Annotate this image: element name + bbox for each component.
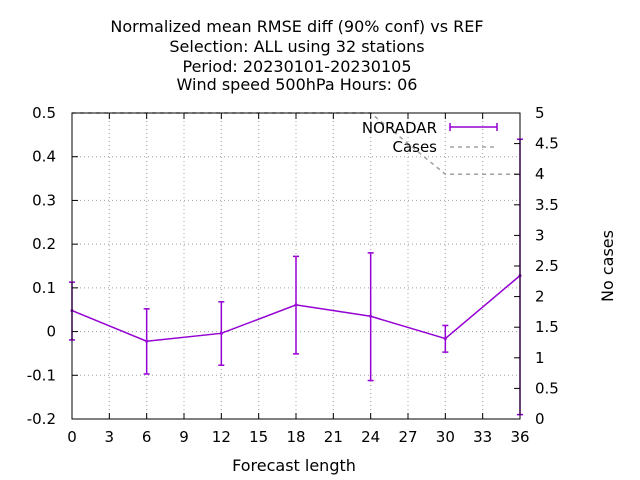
x-axis-ticks: 0 3 6 9 12 15 18 21 24 27 30 33 36 [67,113,530,446]
y2-tick-label: 3.5 [535,196,559,214]
y-tick-label: 0.2 [32,235,56,253]
chart-title: Normalized mean RMSE diff (90% conf) vs … [110,17,483,94]
x-tick-label: 6 [142,428,152,446]
y-tick-label: 0.1 [32,279,56,297]
title-line-3: Period: 20230101-20230105 [182,57,411,76]
y-tick-label: -0.1 [27,366,56,384]
x-tick-label: 15 [249,428,268,446]
legend-label-cases: Cases [392,138,437,156]
y-tick-label: -0.2 [27,410,56,428]
noradar-point [145,339,149,343]
x-tick-label: 21 [324,428,343,446]
y2-tick-label: 2 [535,288,545,306]
x-tick-label: 18 [286,428,305,446]
y2-tick-label: 4.5 [535,135,559,153]
legend-label-noradar: NORADAR [362,119,437,137]
y-tick-label: 0.5 [32,104,56,122]
x-tick-label: 3 [105,428,115,446]
x-tick-label: 9 [179,428,189,446]
y-axis-ticks: -0.2 -0.1 0 0.1 0.2 0.3 0.4 0.5 [27,104,78,428]
y2-tick-label: 4 [535,165,545,183]
y-tick-label: 0 [46,323,56,341]
noradar-point [219,331,223,335]
y2-tick-label: 5 [535,104,545,122]
y2-axis-label: No cases [598,230,617,302]
noradar-point [443,337,447,341]
x-tick-label: 27 [398,428,417,446]
y2-tick-label: 1.5 [535,318,559,336]
title-line-4: Wind speed 500hPa Hours: 06 [177,75,418,94]
title-line-2: Selection: ALL using 32 stations [169,37,424,56]
x-tick-label: 36 [510,428,529,446]
y2-tick-label: 2.5 [535,257,559,275]
noradar-point [294,303,298,307]
y2-tick-label: 3 [535,226,545,244]
y-tick-label: 0.3 [32,191,56,209]
x-tick-label: 12 [212,428,231,446]
x-axis-label: Forecast length [232,456,356,475]
noradar-point [369,314,373,318]
x-tick-label: 30 [436,428,455,446]
y2-tick-label: 0.5 [535,379,559,397]
y2-tick-label: 0 [535,410,545,428]
y2-tick-label: 1 [535,349,545,367]
title-line-1: Normalized mean RMSE diff (90% conf) vs … [110,17,483,36]
y2-axis-ticks: 0 0.5 1 1.5 2 2.5 3 3.5 4 4.5 5 [514,104,559,428]
x-tick-label: 0 [67,428,77,446]
y-tick-label: 0.4 [32,148,56,166]
x-tick-label: 33 [473,428,492,446]
x-tick-label: 24 [361,428,380,446]
